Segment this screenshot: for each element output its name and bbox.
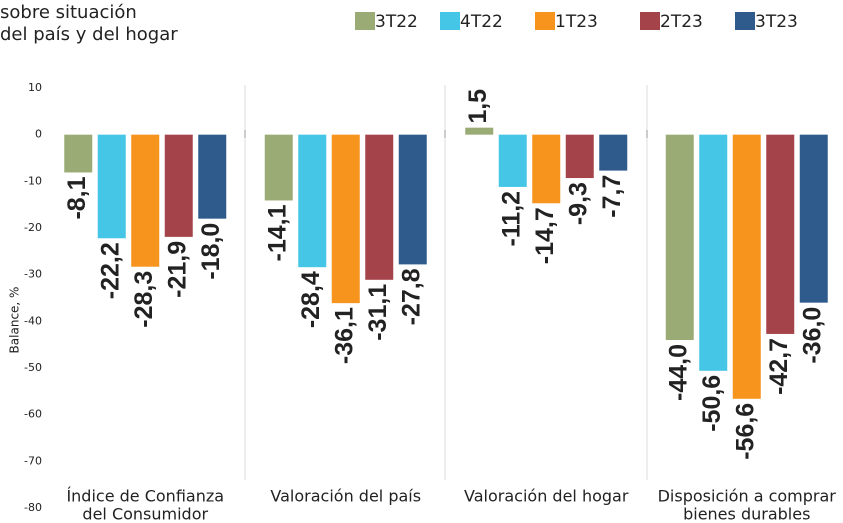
dividers — [244, 85, 648, 480]
x-tick-label: Valoración del hogar — [464, 487, 629, 506]
y-tick-label: 0 — [35, 128, 42, 141]
value-label: -21,9 — [163, 241, 191, 298]
chart-title: del país y del hogar — [0, 24, 178, 45]
legend-swatch — [640, 12, 660, 30]
value-label: -8,1 — [63, 176, 91, 219]
value-label: -31,1 — [364, 284, 392, 341]
legend-label: 2T23 — [660, 12, 703, 32]
x-tick-label: del Consumidor — [82, 505, 208, 523]
bar — [565, 134, 594, 179]
chart-title: sobre situación — [0, 2, 137, 23]
x-tick-label: Índice de Confianza — [66, 487, 224, 506]
bar — [64, 134, 93, 173]
x-tick-label: Disposición a comprar — [658, 487, 837, 506]
bar — [766, 134, 795, 334]
bar — [732, 134, 761, 399]
legend-label: 1T23 — [555, 12, 598, 32]
y-tick-label: -80 — [24, 501, 42, 514]
value-label: -14,1 — [263, 204, 291, 261]
y-tick-label: -50 — [24, 361, 42, 374]
y-tick-label: -10 — [24, 174, 42, 187]
bar — [532, 134, 561, 204]
value-label: -18,0 — [197, 223, 225, 280]
bar — [97, 134, 126, 239]
legend-label: 3T22 — [375, 12, 418, 32]
bar — [164, 134, 193, 237]
y-tick-label: -40 — [24, 314, 42, 327]
bar — [799, 134, 828, 303]
value-label: -9,3 — [564, 182, 592, 225]
bar — [465, 127, 494, 135]
value-label: -11,2 — [497, 191, 525, 247]
value-label: 1,5 — [464, 89, 492, 124]
bar — [131, 134, 160, 267]
y-tick-label: -30 — [24, 268, 42, 281]
legend-swatch — [735, 12, 755, 30]
value-label: -14,7 — [531, 207, 559, 264]
bar — [699, 134, 728, 371]
bar — [264, 134, 293, 201]
bar — [298, 134, 327, 268]
bar — [498, 134, 527, 187]
value-label: -28,3 — [130, 271, 158, 328]
value-label: -50,6 — [698, 375, 726, 432]
y-tick-label: 10 — [28, 81, 42, 94]
legend-swatch — [535, 12, 555, 30]
value-label: -44,0 — [664, 344, 692, 401]
y-axis-label: Balance, % — [8, 287, 22, 354]
y-tick-label: -20 — [24, 221, 42, 234]
bar — [198, 134, 227, 219]
zero-ticks — [244, 130, 648, 138]
y-tick-label: -70 — [24, 454, 42, 467]
value-label: -36,1 — [330, 307, 358, 364]
value-label: -27,8 — [397, 268, 425, 325]
value-label: -56,6 — [731, 403, 759, 460]
bar — [599, 134, 628, 171]
value-label: -22,2 — [96, 242, 124, 299]
legend-swatch — [355, 12, 375, 30]
x-tick-label: Valoración del país — [270, 487, 421, 506]
bar — [331, 134, 360, 304]
bar — [365, 134, 394, 280]
value-label: -7,7 — [598, 175, 626, 218]
legend-label: 3T23 — [755, 12, 798, 32]
legend-label: 4T22 — [460, 12, 503, 32]
legend-swatch — [440, 12, 460, 30]
bar — [398, 134, 427, 265]
x-tick-label: bienes durables — [683, 505, 810, 523]
value-label: -28,4 — [297, 271, 325, 328]
value-label: -36,0 — [798, 307, 826, 364]
y-tick-label: -60 — [24, 408, 42, 421]
bar — [665, 134, 694, 340]
value-label: -42,7 — [765, 338, 793, 395]
